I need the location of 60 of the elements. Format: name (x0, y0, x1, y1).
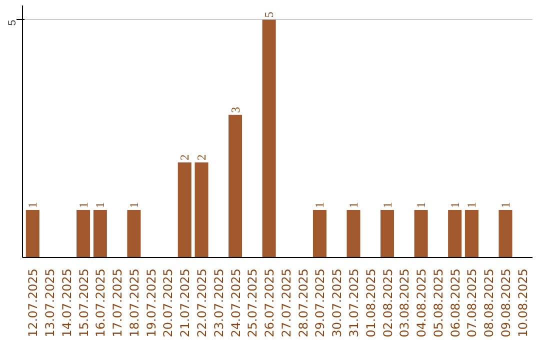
bar (178, 162, 192, 258)
x-tick-label: 15.07.2025 (76, 268, 91, 338)
x-tick-label: 14.07.2025 (60, 268, 74, 338)
x-tick-label: 08.08.2025 (482, 268, 496, 338)
bar (312, 210, 326, 258)
x-tick-label: 13.07.2025 (43, 268, 58, 338)
data-label: 1 (448, 202, 462, 208)
x-tick-label: 09.08.2025 (498, 268, 513, 338)
x-tick-label: 26.07.2025 (262, 268, 277, 338)
data-label: 1 (126, 202, 141, 208)
x-tick-label: 27.07.2025 (279, 268, 294, 338)
bar (194, 162, 208, 258)
bar (414, 210, 428, 258)
data-label: 1 (464, 202, 479, 208)
bar (498, 210, 512, 258)
bar (26, 210, 40, 258)
data-label: 2 (194, 154, 209, 160)
bar (380, 210, 394, 258)
data-label: 3 (228, 106, 242, 113)
data-label: 1 (380, 202, 394, 208)
x-tick-label: 22.07.2025 (195, 268, 210, 338)
bar (76, 210, 90, 258)
x-tick-label: 04.08.2025 (414, 268, 429, 338)
x-tick-label: 07.08.2025 (465, 268, 480, 338)
bar (346, 210, 360, 258)
x-tick-label: 17.07.2025 (110, 268, 125, 338)
x-tick-label: 10.08.2025 (516, 268, 530, 338)
x-tick-label: 24.07.2025 (228, 268, 243, 338)
x-tick-label: 02.08.2025 (380, 268, 395, 338)
x-tick-label: 16.07.2025 (94, 268, 108, 338)
data-label: 5 (262, 12, 276, 18)
data-label: 1 (414, 202, 428, 208)
bar (228, 114, 242, 258)
x-tick-label: 19.07.2025 (144, 268, 158, 338)
x-tick-label: 20.07.2025 (161, 268, 176, 338)
x-tick-label: 18.07.2025 (127, 268, 142, 338)
x-tick-label: 31.07.2025 (346, 268, 361, 338)
data-label: 1 (26, 202, 40, 208)
bar (262, 20, 276, 258)
x-tick-label: 23.07.2025 (212, 268, 226, 338)
data-label: 1 (312, 202, 327, 208)
bar (464, 210, 478, 258)
data-label: 2 (178, 154, 192, 160)
data-label: 1 (498, 202, 512, 208)
x-tick-label: 30.07.2025 (330, 268, 344, 338)
x-tick-label: 29.07.2025 (313, 268, 328, 338)
bar (93, 210, 107, 258)
data-label: 1 (93, 202, 108, 208)
x-tick-label: 06.08.2025 (448, 268, 462, 338)
x-tick-label: 28.07.2025 (296, 268, 310, 338)
x-tick-label: 12.07.2025 (26, 268, 40, 338)
data-label: 1 (76, 202, 90, 208)
x-tick-label: 25.07.2025 (246, 268, 260, 338)
x-tick-label: 21.07.2025 (178, 268, 192, 338)
data-label: 1 (346, 202, 360, 208)
bar (127, 210, 141, 258)
bar (448, 210, 462, 258)
x-tick-label: 03.08.2025 (398, 268, 412, 338)
x-tick-label: 05.08.2025 (431, 268, 446, 338)
x-tick-label: 01.08.2025 (364, 268, 378, 338)
